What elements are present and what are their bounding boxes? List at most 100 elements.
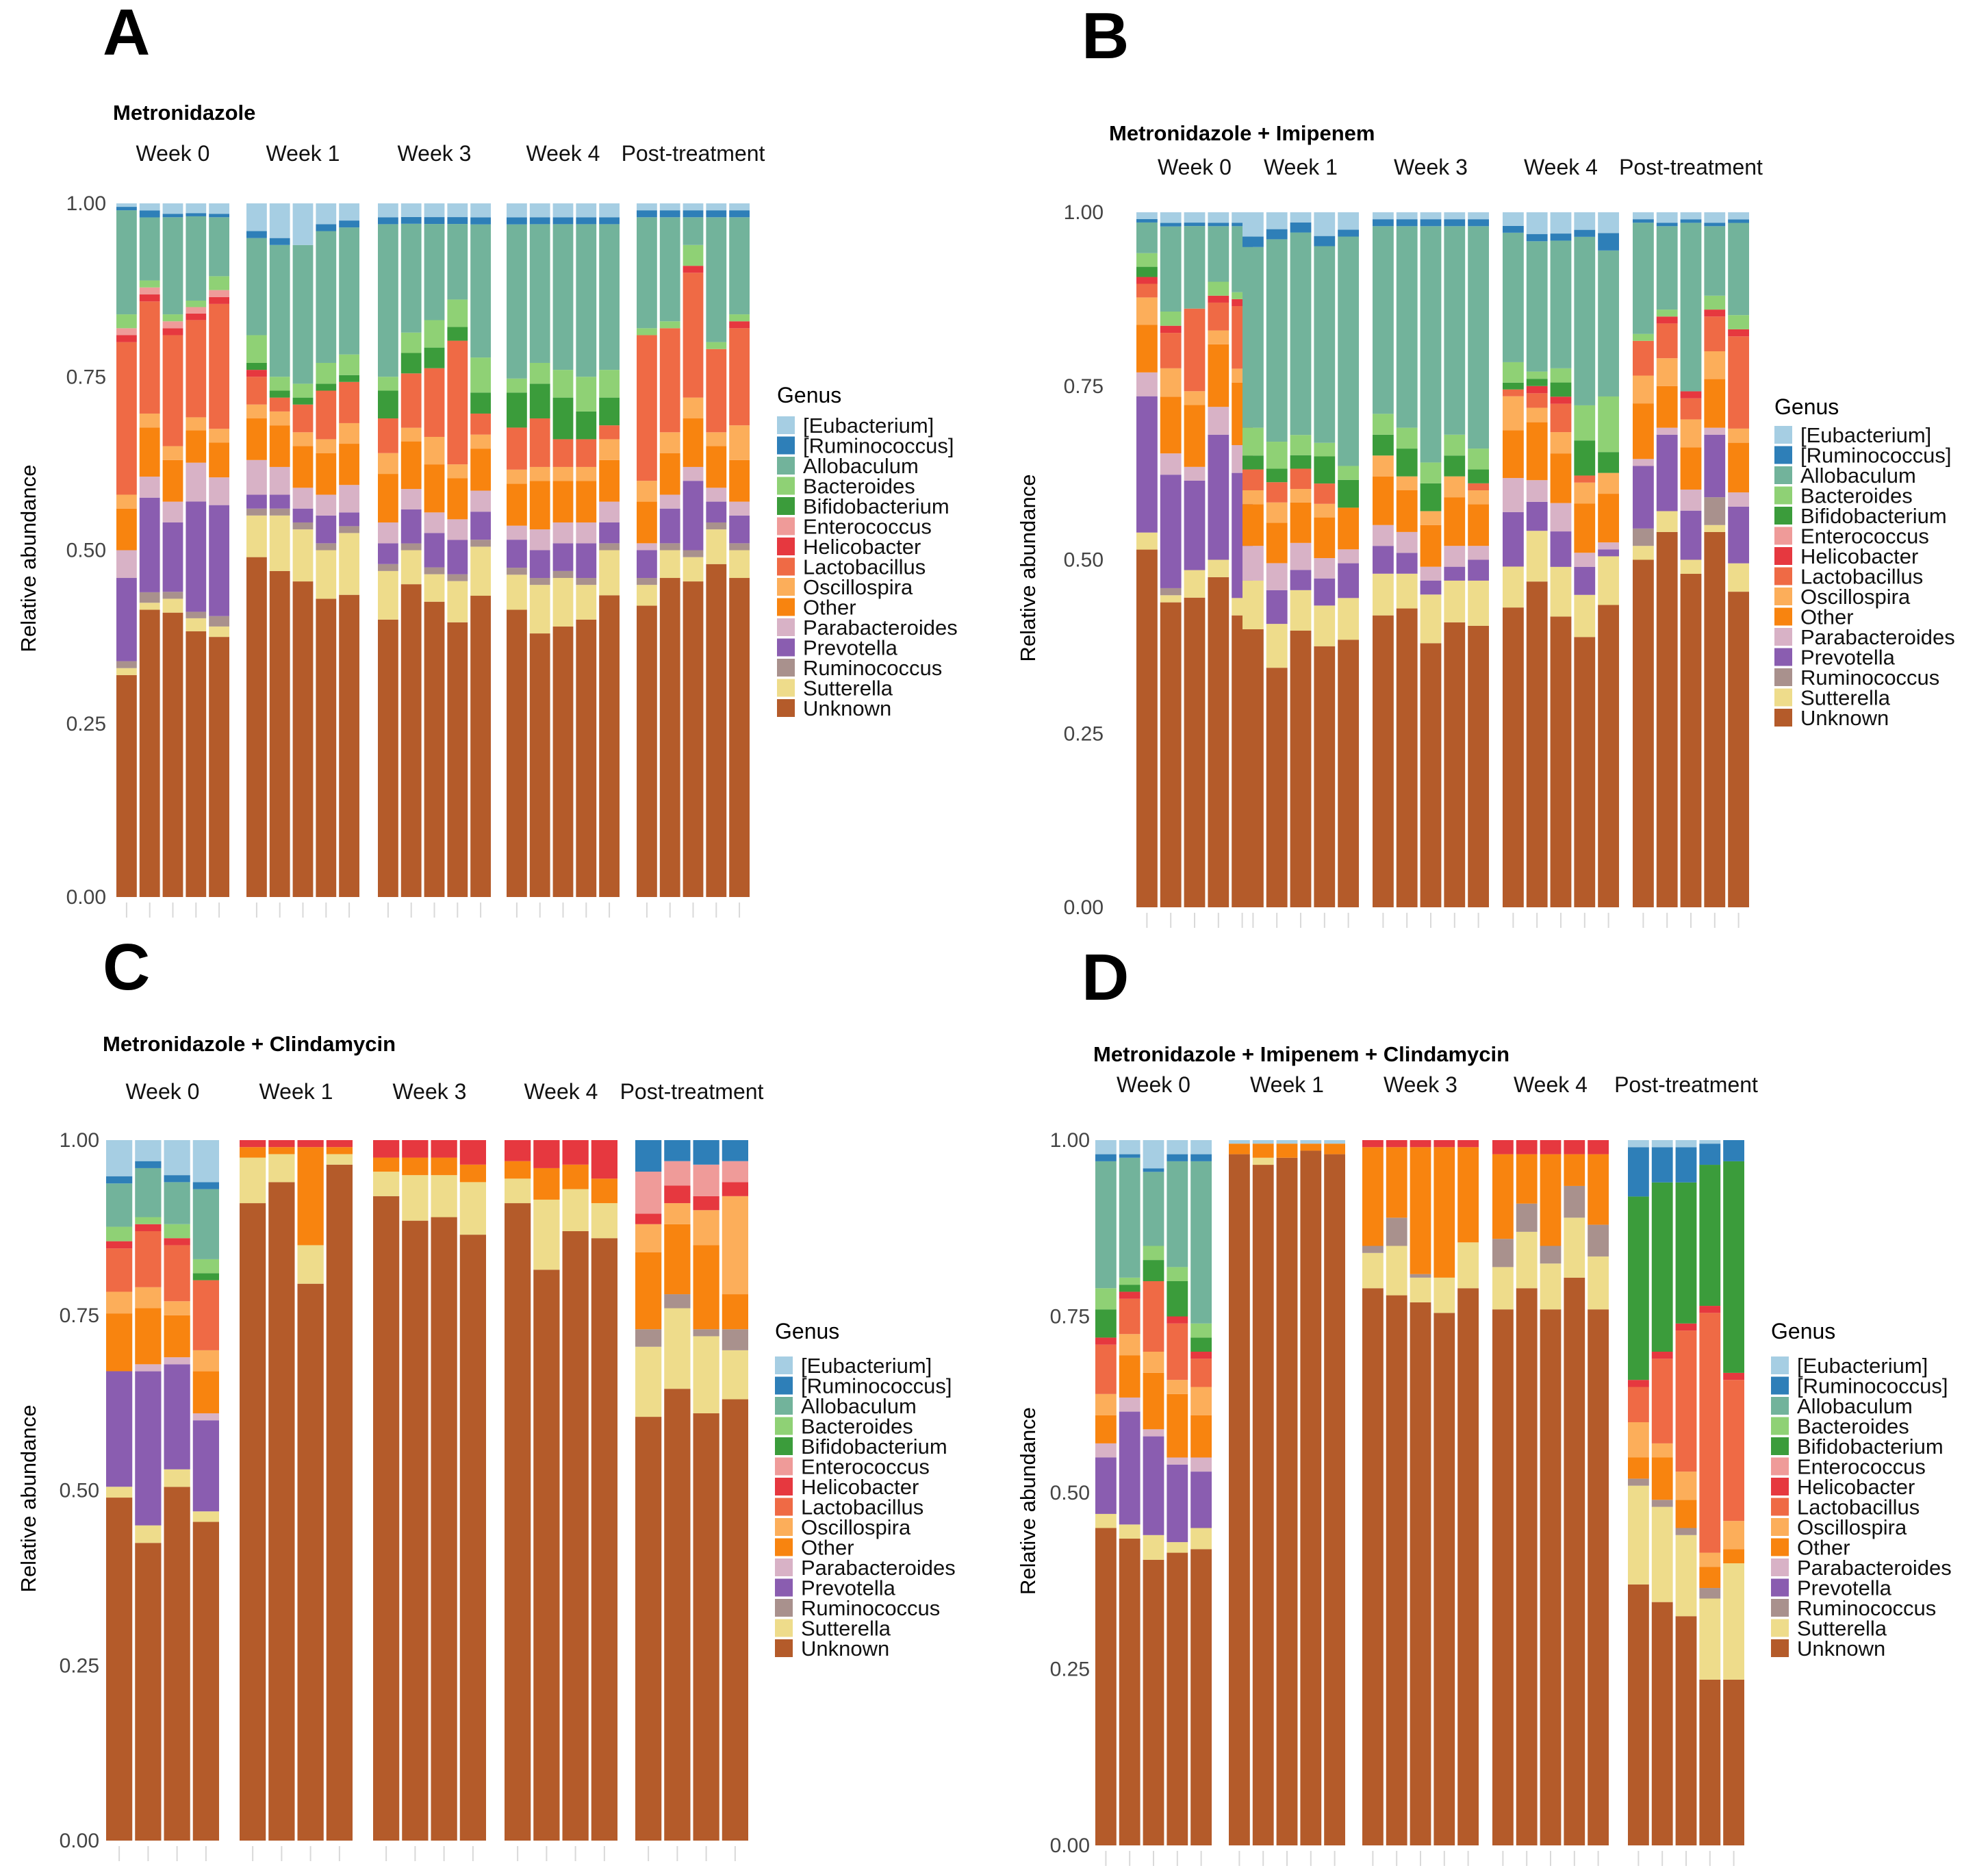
- bar-segment-helicobacter: [1190, 1352, 1212, 1359]
- bar-segment-oscillospira: [339, 422, 359, 444]
- bar-segment-helicobacter: [1540, 1140, 1562, 1154]
- stacked-bar: [722, 1140, 748, 1841]
- stacked-bar: [373, 1140, 400, 1841]
- legend-entry-label: Parabacteroides: [1800, 625, 1955, 649]
- bar-segment-bacteroides: [1656, 310, 1678, 317]
- bar-segment-ruminococcus: [576, 217, 597, 225]
- bar-segment-sutterella: [1574, 594, 1596, 638]
- y-tick-label: 0.00: [66, 886, 106, 909]
- bar-segment-ruminococcus: [378, 564, 398, 571]
- stacked-bar: [1675, 1140, 1697, 1845]
- bar-segment-eubacterium: [552, 203, 574, 218]
- bar-segment-bacteroides: [116, 314, 137, 329]
- bar-segment-ruminococcus: [529, 578, 550, 585]
- bar-segment-eubacterium: [1396, 212, 1418, 220]
- bar-segment-sutterella: [139, 603, 160, 610]
- bar-segment-other: [162, 459, 183, 502]
- bar-segment-prevotella: [576, 543, 597, 579]
- bar-segment-unknown: [240, 1203, 266, 1841]
- bar-segment-bacteroides: [1373, 414, 1394, 435]
- stacked-bar: [246, 203, 267, 897]
- bar-segment-parabacteroides: [659, 494, 680, 509]
- bar-segment-helicobacter: [693, 1196, 719, 1211]
- bar-segment-helicobacter: [1516, 1140, 1538, 1154]
- legend-swatch: [1774, 466, 1792, 484]
- bar-segment-sutterella: [1656, 511, 1678, 532]
- bar-segment-sutterella: [192, 1511, 219, 1522]
- bar-segment-bacteroides: [316, 362, 337, 384]
- bar-segment-allobaculum: [1574, 236, 1596, 405]
- bar-segment-other: [729, 459, 750, 502]
- bar-segment-unknown: [400, 584, 422, 897]
- bar-segment-parabacteroides: [1338, 549, 1359, 564]
- bar-segment-sutterella: [1290, 590, 1312, 631]
- stacked-bar: [1242, 212, 1264, 907]
- bar-segment-sutterella: [1526, 531, 1548, 582]
- bar-segment-unknown: [706, 564, 727, 897]
- bar-segment-bacteroides: [106, 1226, 133, 1241]
- bar-segment-prevotella: [1208, 434, 1229, 560]
- bar-segment-eubacterium: [1468, 212, 1489, 220]
- legend-title: Genus: [1774, 394, 1839, 419]
- bar-segment-other: [1550, 453, 1572, 503]
- bar-segment-prevotella: [599, 522, 620, 544]
- bar-segment-oscillospira: [722, 1196, 748, 1295]
- bar-segment-unknown: [106, 1498, 133, 1841]
- bar-segment-sutterella: [1564, 1217, 1585, 1278]
- bar-segment-lactobacillus: [1314, 483, 1336, 504]
- bar-segment-unknown: [1699, 1679, 1721, 1845]
- bar-segment-bifidobacterium: [1628, 1196, 1649, 1380]
- stacked-bar: [562, 1140, 589, 1841]
- legend-entry-label: Bifidobacterium: [803, 494, 950, 518]
- bar-segment-ruminococcus: [1160, 223, 1182, 227]
- bar-segment-oscillospira: [116, 494, 137, 509]
- bar-segment-sutterella: [1373, 573, 1394, 616]
- legend-swatch: [1774, 486, 1792, 505]
- stacked-bar: [533, 1140, 560, 1841]
- bar-segment-unknown: [1095, 1528, 1117, 1845]
- bar-segment-eubacterium: [1550, 212, 1572, 234]
- y-tick-label: 1.00: [66, 192, 106, 215]
- bar-segment-other: [599, 459, 620, 502]
- bar-segment-parabacteroides: [599, 501, 620, 522]
- bar-segment-allobaculum: [1444, 226, 1466, 435]
- stacked-bar: [664, 1140, 691, 1841]
- bar-segment-prevotella: [529, 550, 550, 579]
- stacked-bar: [135, 1140, 162, 1841]
- bar-segment-sutterella: [533, 1199, 560, 1270]
- bar-segment-bifidobacterium: [1526, 379, 1548, 386]
- stacked-bar: [1704, 212, 1726, 907]
- bar-segment-sutterella: [378, 570, 398, 620]
- bar-segment-other: [106, 1313, 133, 1372]
- bar-segment-allobaculum: [1143, 1172, 1164, 1246]
- bar-segment-allobaculum: [576, 224, 597, 377]
- stacked-bar: [400, 203, 422, 897]
- bar-segment-allobaculum: [470, 224, 491, 358]
- stacked-bar: [240, 1140, 266, 1841]
- stacked-bar: [1167, 1140, 1188, 1845]
- bar-segment-eubacterium: [1444, 212, 1466, 220]
- bar-segment-ruminococcus: [683, 550, 704, 557]
- legend-entry-label: [Ruminococcus]: [801, 1374, 952, 1398]
- legend: Genus [Eubacterium][Ruminococcus]Allobacu…: [777, 383, 958, 720]
- bar-segment-unknown: [1598, 605, 1619, 907]
- bar-segment-ruminococcus: [1232, 223, 1253, 227]
- bar-segment-ruminococcus: [1699, 1588, 1721, 1599]
- bar-segment-lactobacillus: [706, 349, 727, 433]
- bar-segment-oscillospira: [1550, 432, 1572, 454]
- bar-segment-bifidobacterium: [1119, 1285, 1140, 1292]
- bar-segment-oscillospira: [1680, 419, 1702, 448]
- bar-segment-helicobacter: [722, 1182, 748, 1196]
- legend-entry-label: Sutterella: [803, 677, 893, 700]
- bar-segment-sutterella: [1160, 595, 1182, 603]
- bar-segment-bacteroides: [1266, 442, 1288, 469]
- bar-segment-prevotella: [1598, 549, 1619, 557]
- bar-segment-sutterella: [552, 578, 574, 627]
- bar-segment-prevotella: [192, 1420, 219, 1512]
- legend-entry-label: Other: [1800, 605, 1854, 629]
- panel-title: Metronidazole + Clindamycin: [103, 1032, 396, 1056]
- legend-swatch: [1774, 567, 1792, 585]
- bar-segment-unknown: [1675, 1616, 1697, 1845]
- bar-segment-lactobacillus: [599, 425, 620, 440]
- bar-segment-oscillospira: [1314, 503, 1336, 518]
